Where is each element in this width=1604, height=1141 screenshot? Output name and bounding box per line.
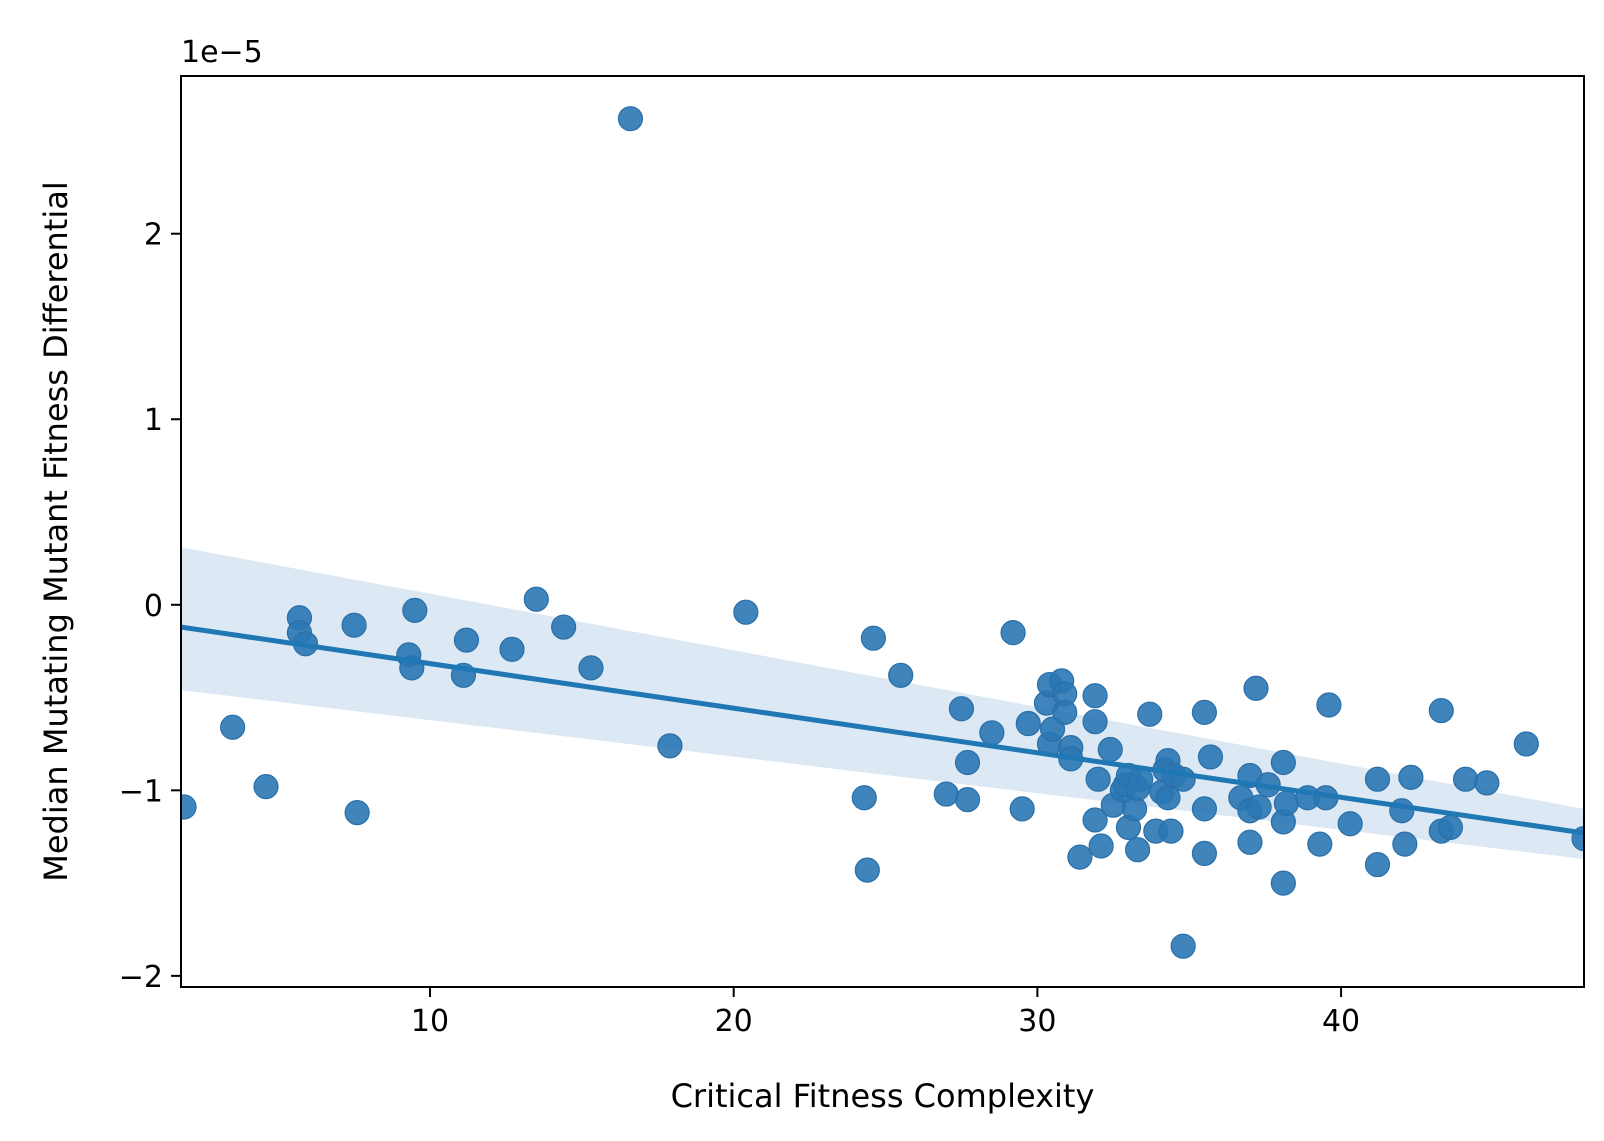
data-point-26 [954, 749, 981, 776]
data-point-28 [979, 720, 1005, 746]
data-point-44 [1082, 807, 1108, 833]
x-tick-label: 30 [1018, 1004, 1056, 1039]
y-tick-label: 0 [144, 589, 163, 624]
data-point-15 [551, 614, 577, 640]
data-point-16 [578, 655, 604, 681]
data-point-69 [1191, 699, 1218, 726]
data-point-27 [954, 787, 981, 813]
data-point-66 [1170, 933, 1196, 959]
axes-frame [180, 75, 1585, 988]
data-point-13 [499, 636, 525, 662]
data-point-70 [1197, 744, 1224, 770]
data-point-80 [1270, 870, 1296, 896]
plot-area [181, 106, 1584, 959]
data-point-76 [1246, 794, 1272, 820]
data-point-22 [860, 625, 886, 651]
data-point-89 [1389, 798, 1415, 824]
regression-line [181, 624, 1584, 836]
data-point-2 [253, 774, 279, 800]
data-point-43 [1082, 709, 1108, 735]
y-axis-title: Median Mutating Mutant Fitness Different… [37, 181, 75, 881]
data-point-91 [1398, 764, 1424, 790]
y-tick-label: 2 [144, 218, 163, 253]
data-point-19 [733, 599, 759, 625]
data-points [181, 106, 1584, 959]
data-point-57 [1137, 701, 1163, 727]
data-point-45 [1085, 766, 1111, 792]
data-point-95 [1452, 766, 1479, 792]
data-point-87 [1364, 851, 1391, 878]
y-tick-label: −1 [119, 774, 163, 809]
data-point-63 [1158, 818, 1184, 844]
data-point-94 [1437, 814, 1463, 841]
data-point-21 [854, 857, 880, 883]
data-point-81 [1273, 790, 1299, 816]
data-point-31 [1015, 710, 1041, 737]
data-point-73 [1237, 829, 1263, 855]
data-point-83 [1307, 831, 1333, 857]
data-point-38 [1052, 699, 1078, 726]
data-point-90 [1392, 831, 1418, 857]
x-axis-title: Critical Fitness Complexity [671, 1077, 1095, 1115]
data-point-25 [948, 696, 975, 722]
data-point-23 [888, 662, 914, 688]
data-point-20 [851, 785, 877, 811]
data-point-0 [181, 794, 197, 820]
y-tick-label: 1 [144, 403, 163, 438]
y-tick-label: −2 [119, 960, 163, 995]
data-point-85 [1316, 692, 1342, 718]
data-point-14 [523, 586, 549, 612]
data-point-96 [1474, 770, 1500, 796]
data-point-1 [220, 714, 246, 740]
x-tick-label: 40 [1322, 1004, 1360, 1039]
y-axis-offset-label: 1e−5 [181, 35, 263, 70]
data-point-29 [1000, 620, 1026, 646]
data-point-12 [453, 627, 480, 653]
x-axis-ticks: 10 20 30 40 [411, 987, 1360, 1039]
data-point-54 [1124, 837, 1151, 863]
data-point-68 [1191, 840, 1218, 867]
data-point-75 [1243, 675, 1269, 701]
data-point-42 [1082, 683, 1108, 709]
data-point-18 [657, 733, 683, 759]
y-axis-ticks: −2 −1 0 1 2 [119, 218, 181, 995]
data-point-41 [1067, 844, 1093, 870]
data-point-67 [1191, 796, 1218, 822]
data-point-6 [341, 612, 367, 638]
data-point-10 [402, 597, 428, 623]
data-point-24 [933, 781, 959, 807]
data-point-92 [1428, 697, 1454, 724]
data-point-17 [617, 106, 644, 132]
data-point-78 [1270, 749, 1296, 776]
x-tick-label: 20 [715, 1004, 753, 1039]
data-point-47 [1097, 736, 1123, 763]
data-point-30 [1009, 796, 1035, 822]
data-point-86 [1337, 811, 1363, 837]
x-tick-label: 10 [411, 1004, 449, 1039]
data-point-97 [1513, 731, 1539, 757]
data-point-46 [1088, 833, 1114, 859]
data-point-88 [1364, 766, 1391, 792]
data-point-7 [344, 799, 370, 826]
